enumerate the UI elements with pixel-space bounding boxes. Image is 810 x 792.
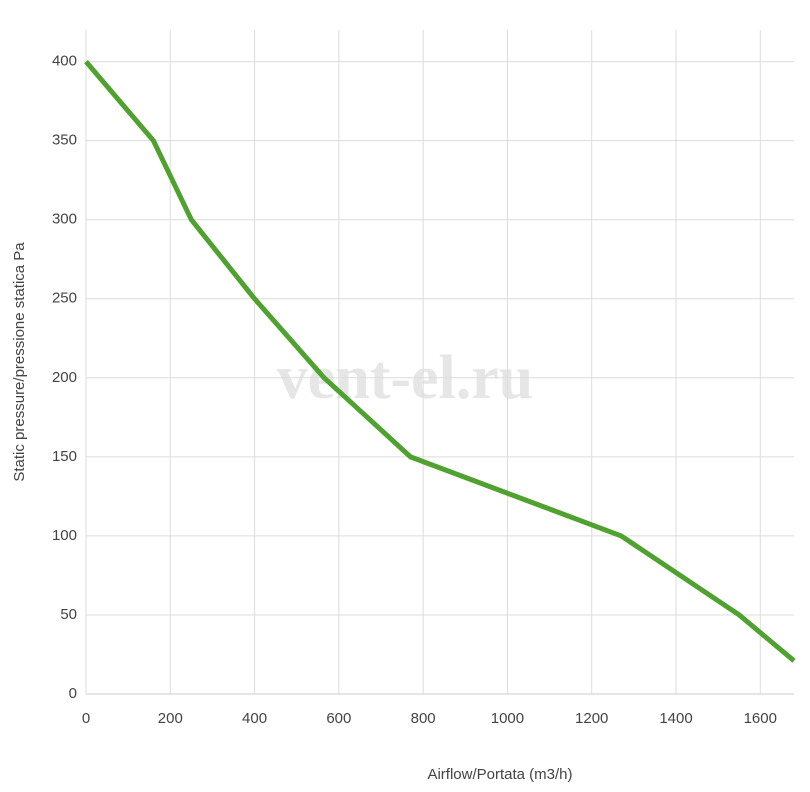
line bbox=[84, 59, 796, 663]
x-tick-label: 1400 bbox=[659, 710, 692, 727]
y-tick-label: 150 bbox=[52, 448, 77, 465]
y-tick-label: 200 bbox=[52, 369, 77, 386]
y-tick-label: 300 bbox=[52, 211, 77, 228]
y-tick-label: 0 bbox=[69, 685, 77, 702]
x-tick-label: 1200 bbox=[575, 710, 608, 727]
x-tick-label: 1000 bbox=[491, 710, 524, 727]
x-axis-label: Airflow/Portata (m3/h) bbox=[427, 766, 572, 783]
x-tick-label: 600 bbox=[326, 710, 351, 727]
y-tick-label: 400 bbox=[52, 53, 77, 70]
x-tick-label: 400 bbox=[242, 710, 267, 727]
x-tick-label: 0 bbox=[82, 710, 90, 727]
y-tick-label: 250 bbox=[52, 290, 77, 307]
x-tick-label: 800 bbox=[411, 710, 436, 727]
y-tick-label: 50 bbox=[60, 606, 77, 623]
x-tick-label: 200 bbox=[158, 710, 183, 727]
y-axis-label: Static pressure/pressione statica Pa bbox=[11, 242, 28, 482]
y-tick-label: 350 bbox=[52, 132, 77, 149]
x-tick-label: 1600 bbox=[744, 710, 777, 727]
y-tick-label: 100 bbox=[52, 527, 77, 544]
